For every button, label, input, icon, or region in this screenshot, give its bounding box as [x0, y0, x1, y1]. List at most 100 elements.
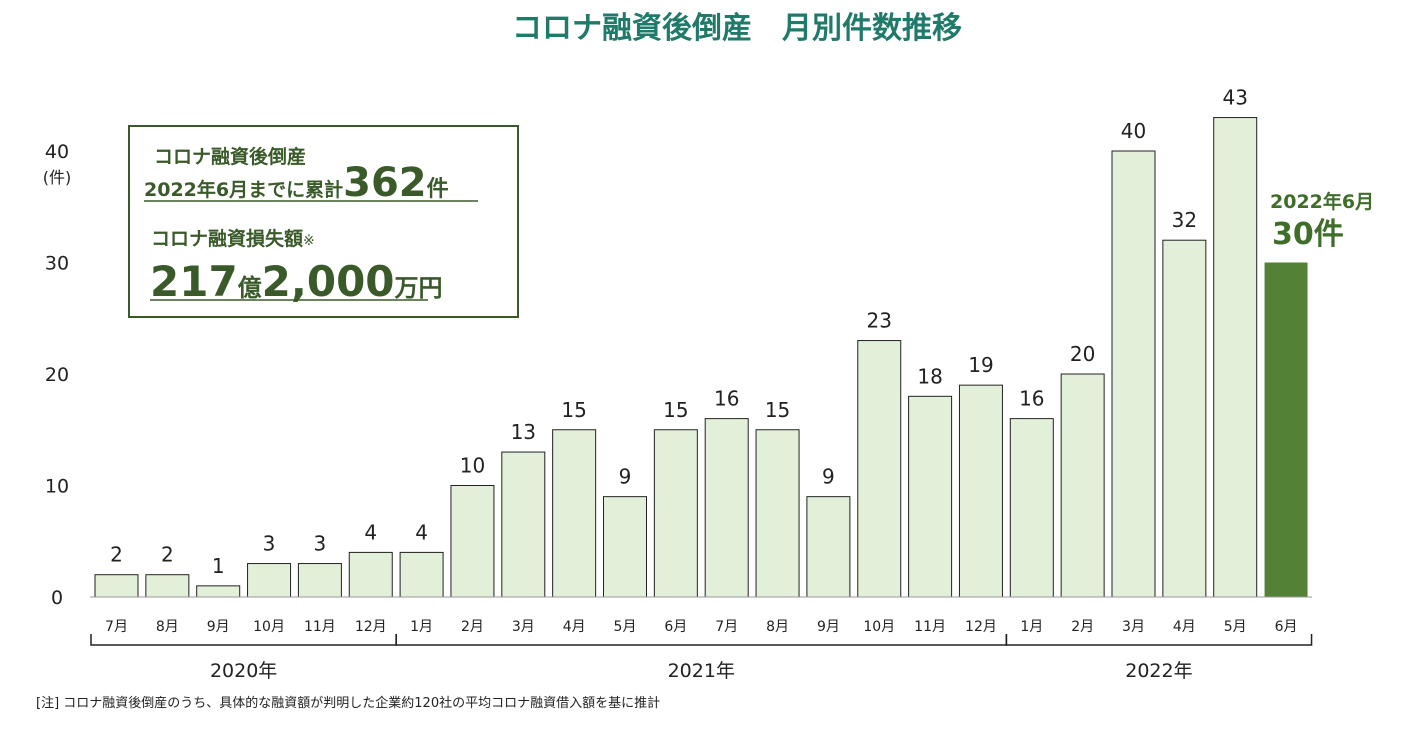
bar	[806, 496, 851, 598]
bar-value-label: 9	[619, 465, 632, 489]
info-line2-prefix: 2022年6月までに累計	[144, 178, 343, 201]
bar-value-label: 20	[1070, 342, 1095, 366]
x-tick-label: 5月	[614, 619, 637, 635]
x-tick-label: 4月	[1173, 619, 1196, 635]
x-tick-label: 12月	[965, 619, 997, 635]
x-tick-label: 6月	[664, 619, 687, 635]
x-axis-labels: 7月 8月 9月 10月 11月 12月 1月 2月 3月 4月 5月 6月 7月 8月 9月 10月 11月 1…	[105, 619, 1297, 635]
bar	[653, 429, 698, 598]
x-tick-label: 8月	[766, 619, 789, 635]
year-label: 2021年	[668, 660, 735, 682]
bar	[857, 340, 902, 598]
info-loss-part-d: 万円	[395, 274, 443, 302]
bar-value-label: 23	[867, 309, 892, 333]
year-bracket	[395, 634, 1008, 646]
bar	[1213, 117, 1258, 598]
bar-value-label: 2	[161, 543, 174, 567]
y-tick-label: 30	[45, 253, 69, 275]
info-line1: コロナ融資後倒産	[154, 145, 306, 168]
bar-value-label: 9	[822, 465, 835, 489]
bar-value-label: 2	[110, 543, 123, 567]
x-tick-label: 7月	[105, 619, 128, 635]
info-loss-part-a: 217	[150, 257, 238, 306]
highlight-month: 2022年6月	[1270, 190, 1374, 213]
bar-value-label: 16	[1019, 387, 1044, 411]
x-tick-label: 2月	[1071, 619, 1094, 635]
year-bracket	[90, 634, 397, 646]
bar	[145, 574, 190, 598]
x-tick-label: 12月	[355, 619, 387, 635]
bar-value-label: 1	[212, 554, 225, 578]
bar-value-label: 43	[1222, 86, 1247, 110]
bar-value-label: 10	[460, 454, 485, 478]
bar	[1162, 239, 1207, 598]
bar	[908, 395, 953, 598]
bar	[603, 496, 647, 598]
bar	[1009, 418, 1054, 598]
y-axis-unit: (件)	[43, 168, 72, 187]
bar-value-label: 3	[314, 532, 327, 556]
bar	[1264, 262, 1308, 597]
bar-value-label: 15	[765, 398, 790, 422]
info-line2: 2022年6月までに累計362件	[144, 160, 449, 206]
info-box-border	[128, 125, 519, 318]
bar-value-label: 4	[415, 520, 428, 544]
y-tick-label: 10	[45, 476, 69, 498]
info-line2-suffix: 件	[427, 177, 449, 202]
bar-value-label: 4	[364, 520, 377, 544]
y-tick-label: 20	[45, 364, 69, 386]
bar-value-label: 15	[561, 398, 586, 422]
x-tick-label: 2月	[461, 619, 484, 635]
x-tick-label: 9月	[207, 619, 230, 635]
bar-value-label: 19	[968, 353, 993, 377]
x-tick-label: 11月	[914, 619, 946, 635]
bar	[1060, 373, 1105, 598]
x-tick-label: 9月	[817, 619, 840, 635]
info-box: コロナ融資後倒産 2022年6月までに累計362件 コロナ融資損失額※ 217億…	[128, 125, 519, 318]
info-loss-part-c: 2,000	[262, 257, 395, 306]
bar-value-label: 32	[1172, 208, 1197, 232]
chart-title: コロナ融資後倒産 月別件数推移	[512, 11, 962, 46]
x-tick-label: 7月	[715, 619, 738, 635]
footnote: [注] コロナ融資後倒産のうち、具体的な融資額が判明した企業約120社の平均コロ…	[36, 695, 660, 711]
bar	[755, 429, 800, 598]
info-line3: コロナ融資損失額※	[151, 227, 315, 250]
x-tick-label: 10月	[863, 619, 895, 635]
bar	[501, 451, 546, 598]
bar	[1111, 150, 1156, 598]
bar-value-label: 16	[714, 387, 739, 411]
y-axis: 0 10 20 30 40	[45, 141, 69, 609]
x-tick-label: 8月	[156, 619, 179, 635]
bar	[247, 563, 292, 598]
bar	[450, 485, 495, 598]
bar	[399, 551, 444, 598]
bar	[552, 429, 597, 598]
bar	[704, 418, 749, 598]
highlight-count: 30件	[1272, 217, 1344, 252]
x-tick-label: 3月	[512, 619, 535, 635]
bar-value-label: 13	[511, 420, 536, 444]
year-bracket	[1005, 634, 1313, 646]
info-line3-mark: ※	[303, 233, 315, 249]
bar	[297, 563, 342, 598]
info-loss-part-b: 億	[238, 274, 262, 302]
bar-value-label: 15	[663, 398, 688, 422]
year-label: 2020年	[210, 660, 277, 682]
x-tick-label: 1月	[1020, 619, 1043, 635]
bar-value-label: 40	[1121, 119, 1146, 143]
info-loss-amount: 217億2,000万円	[150, 257, 443, 306]
x-tick-label: 10月	[253, 619, 285, 635]
x-tick-label: 6月	[1275, 619, 1298, 635]
y-tick-label: 40	[45, 141, 69, 163]
bar	[196, 585, 241, 598]
year-label: 2022年	[1125, 660, 1192, 682]
x-tick-label: 1月	[410, 619, 433, 635]
info-total-count: 362	[343, 160, 427, 206]
bar-value-label: 3	[263, 532, 276, 556]
x-tick-label: 11月	[304, 619, 336, 635]
x-tick-label: 5月	[1224, 619, 1247, 635]
bar-value-label: 18	[917, 364, 942, 388]
y-tick-label: 0	[51, 587, 63, 609]
